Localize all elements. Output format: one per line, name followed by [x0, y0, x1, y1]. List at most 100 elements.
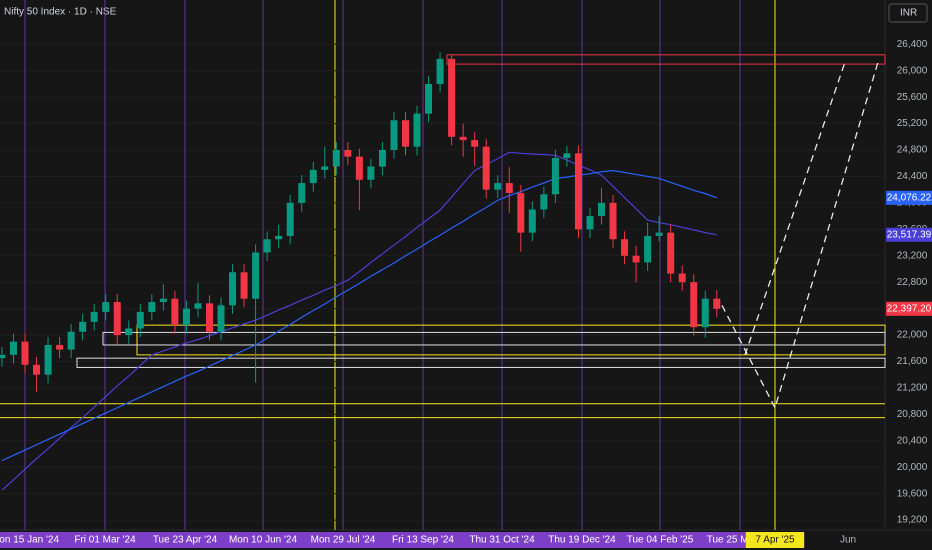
- y-tick-label: 23,200: [897, 250, 928, 261]
- candle-body: [517, 192, 525, 233]
- candle-body: [378, 150, 386, 167]
- candle-body: [655, 232, 663, 236]
- candle-body: [240, 272, 248, 299]
- candle-body: [436, 58, 444, 84]
- y-tick-label: 20,000: [897, 462, 928, 473]
- candle-body: [425, 83, 433, 114]
- level-zone: [102, 331, 886, 346]
- candle-body: [563, 153, 571, 158]
- candle-body: [540, 194, 548, 210]
- candle-body: [148, 302, 156, 312]
- moving-average: [1, 151, 717, 491]
- candle-body: [609, 202, 617, 240]
- candle-body: [390, 120, 398, 151]
- date-marker-box: [141, 532, 229, 548]
- candle-body: [286, 202, 294, 236]
- date-marker-box: [0, 532, 69, 548]
- candle-body: [21, 341, 29, 365]
- candle-body: [309, 169, 317, 184]
- candle-body: [482, 146, 490, 190]
- candle-body: [632, 255, 640, 263]
- price-badge: [886, 190, 932, 205]
- currency-button[interactable]: [888, 3, 928, 23]
- y-tick-label: 20,800: [897, 409, 928, 420]
- currency[interactable]: INR: [900, 8, 917, 19]
- candle-body: [321, 166, 329, 170]
- candle-body: [113, 302, 121, 336]
- date-marker-label: Tue 25 Mar '25: [707, 535, 774, 546]
- candle-body: [332, 150, 340, 167]
- price-badge: [886, 227, 932, 242]
- date-marker-box: [61, 532, 149, 548]
- y-tick-label: 26,400: [897, 39, 928, 50]
- date-marker-box: [379, 532, 467, 548]
- date-marker-label: Mon 10 Jun '24: [229, 535, 298, 546]
- candle-body: [171, 298, 179, 326]
- y-tick-label: 22,000: [897, 330, 928, 341]
- chart-title: Nifty 50 Index · 1D · NSE: [4, 7, 117, 18]
- y-tick-label: 20,400: [897, 435, 928, 446]
- date-marker-label: Tue 04 Feb '25: [627, 535, 694, 546]
- candle-body: [471, 140, 479, 147]
- projection: [721, 61, 879, 410]
- projection: [744, 61, 846, 356]
- y-tick-label: 21,600: [897, 356, 928, 367]
- candle-body: [102, 302, 110, 312]
- candle-body: [459, 136, 467, 141]
- candle-body: [690, 282, 698, 328]
- y-tick-label: 22,800: [897, 277, 928, 288]
- candle-body: [159, 298, 167, 303]
- candle-body: [263, 239, 271, 253]
- candle-body: [644, 235, 652, 263]
- candle-body: [67, 331, 75, 350]
- candle-body: [505, 183, 513, 193]
- candle-body: [9, 341, 17, 355]
- date-marker-box: [745, 532, 805, 548]
- candle-body: [678, 273, 686, 283]
- date-marker-label: Fri 13 Sep '24: [392, 535, 454, 546]
- date-marker-label: Thu 19 Dec '24: [548, 535, 616, 546]
- candle-body: [136, 311, 144, 329]
- date-marker-box: [299, 532, 387, 548]
- candle-body: [298, 183, 306, 203]
- price-badge-label: 22,397.20: [887, 303, 932, 314]
- candle-body: [252, 252, 260, 299]
- level-zone: [76, 357, 886, 368]
- candle-body: [33, 364, 41, 375]
- candle-body: [217, 305, 225, 332]
- candle-body: [551, 157, 559, 195]
- candle-body: [229, 272, 237, 306]
- candle-body: [667, 232, 675, 274]
- candle-body: [44, 344, 52, 375]
- date-marker-box: [219, 532, 307, 548]
- candle-body: [355, 156, 363, 180]
- price-badge-label: 24,076.22: [887, 192, 932, 203]
- date-marker-label: Tue 23 Apr '24: [153, 535, 218, 546]
- date-marker-label: Mon 29 Jul '24: [311, 535, 376, 546]
- candle-body: [621, 239, 629, 256]
- candle-body: [586, 216, 594, 230]
- x-tick-label: Jun: [840, 535, 856, 546]
- y-tick-label: 24,400: [897, 171, 928, 182]
- candle-body: [56, 344, 64, 350]
- candle-body: [0, 354, 6, 359]
- candle-body: [205, 303, 213, 332]
- y-tick-label: 21,200: [897, 383, 928, 394]
- candle-body: [182, 308, 190, 326]
- candle-body: [79, 321, 87, 332]
- y-tick-label: 19,200: [897, 515, 928, 526]
- y-tick-label: 25,200: [897, 118, 928, 129]
- date-marker-label: Fri 01 Mar '24: [74, 535, 136, 546]
- y-tick-label: 25,600: [897, 92, 928, 103]
- date-marker-box: [538, 532, 626, 548]
- candle-body: [401, 120, 409, 147]
- candle-body: [713, 298, 721, 309]
- candle-body: [574, 153, 582, 230]
- candle-body: [194, 303, 202, 309]
- price-badge: [886, 301, 932, 316]
- candle-body: [413, 113, 421, 147]
- candle-body: [701, 298, 709, 328]
- price-badge-label: 23,517.39: [887, 229, 932, 240]
